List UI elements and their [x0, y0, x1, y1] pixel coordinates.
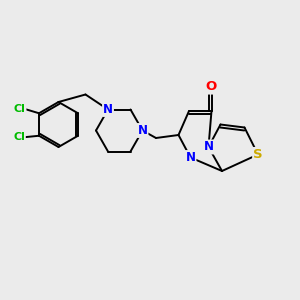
- Text: Cl: Cl: [13, 132, 25, 142]
- Text: S: S: [253, 148, 263, 161]
- Text: Cl: Cl: [14, 103, 26, 113]
- Text: N: N: [185, 151, 196, 164]
- Text: N: N: [103, 103, 113, 116]
- Text: N: N: [137, 124, 148, 137]
- Text: O: O: [206, 80, 217, 94]
- Text: N: N: [203, 140, 214, 154]
